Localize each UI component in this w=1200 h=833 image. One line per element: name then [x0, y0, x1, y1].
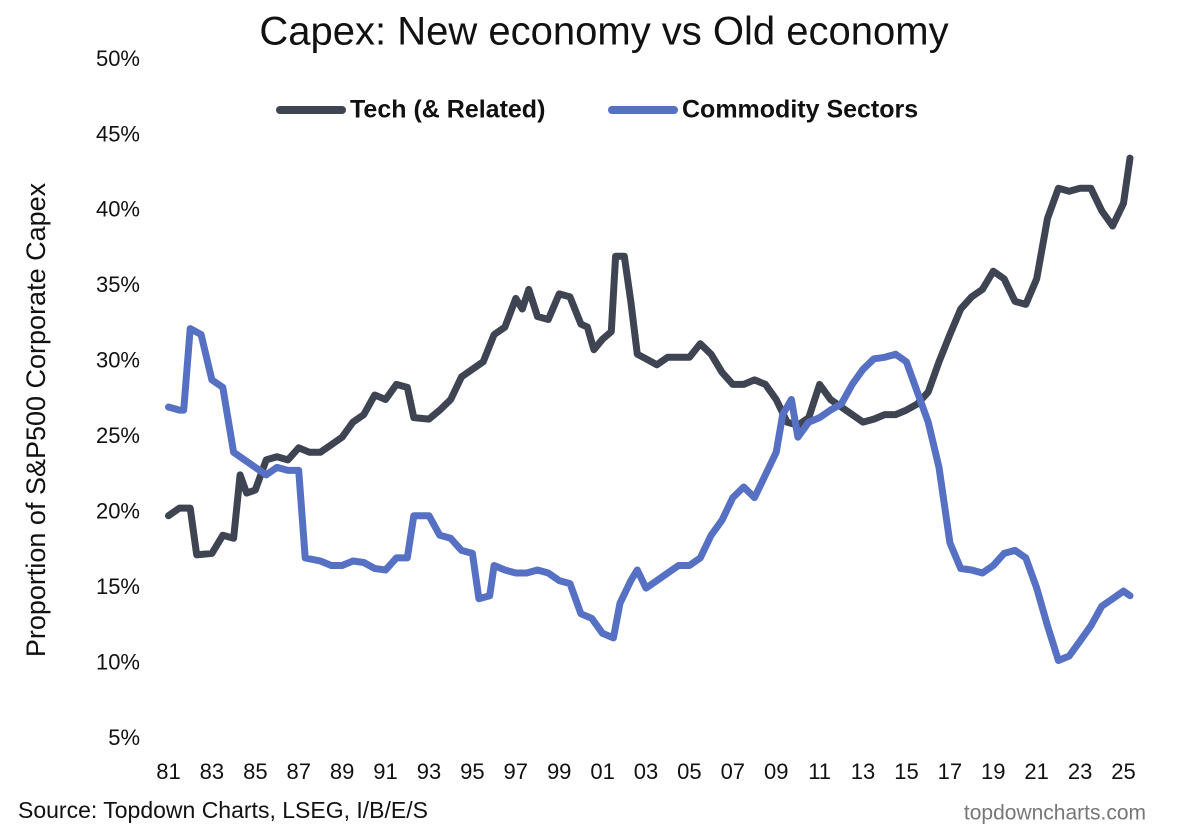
- line-series: [165, 325, 1134, 664]
- x-tick-label: 81: [156, 759, 180, 784]
- x-tick-label: 95: [460, 759, 484, 784]
- x-tick-label: 83: [200, 759, 224, 784]
- x-tick-label: 17: [938, 759, 962, 784]
- y-tick-label: 5%: [108, 725, 140, 750]
- y-tick-label: 25%: [96, 423, 140, 448]
- x-tick-label: 11: [808, 759, 831, 784]
- x-tick-label: 09: [764, 759, 788, 784]
- y-tick-label: 10%: [96, 649, 140, 674]
- line-series: [165, 154, 1134, 559]
- y-tick-label: 30%: [96, 348, 140, 373]
- x-tick-label: 05: [677, 759, 701, 784]
- x-tick-label: 01: [590, 759, 614, 784]
- x-tick-label: 19: [981, 759, 1005, 784]
- x-tick-label: 91: [373, 759, 397, 784]
- legend-label: Tech (& Related): [350, 96, 545, 124]
- x-tick-label: 97: [504, 759, 528, 784]
- x-tick-label: 13: [851, 759, 875, 784]
- y-tick-label: 15%: [96, 574, 140, 599]
- x-tick-label: 87: [286, 759, 310, 784]
- y-tick-label: 45%: [96, 121, 140, 146]
- y-tick-label: 35%: [96, 272, 140, 297]
- x-tick-label: 21: [1024, 759, 1048, 784]
- y-axis-label: Proportion of S&P500 Corporate Capex: [21, 182, 51, 657]
- x-tick-label: 89: [330, 759, 354, 784]
- x-tick-label: 03: [634, 759, 658, 784]
- x-tick-label: 15: [894, 759, 918, 784]
- watermark: topdowncharts.com: [964, 802, 1146, 825]
- y-tick-label: 50%: [96, 46, 140, 71]
- y-tick-label: 40%: [96, 197, 140, 222]
- x-tick-label: 99: [547, 759, 571, 784]
- x-tick-label: 93: [417, 759, 441, 784]
- x-tick-label: 07: [721, 759, 745, 784]
- legend-label: Commodity Sectors: [682, 96, 918, 124]
- chart-title: Capex: New economy vs Old economy: [259, 10, 948, 54]
- x-tick-label: 23: [1068, 759, 1092, 784]
- y-tick-label: 20%: [96, 498, 140, 523]
- x-tick-label: 85: [243, 759, 267, 784]
- source: Source: Topdown Charts, LSEG, I/B/E/S: [18, 797, 428, 823]
- x-tick-label: 25: [1111, 759, 1135, 784]
